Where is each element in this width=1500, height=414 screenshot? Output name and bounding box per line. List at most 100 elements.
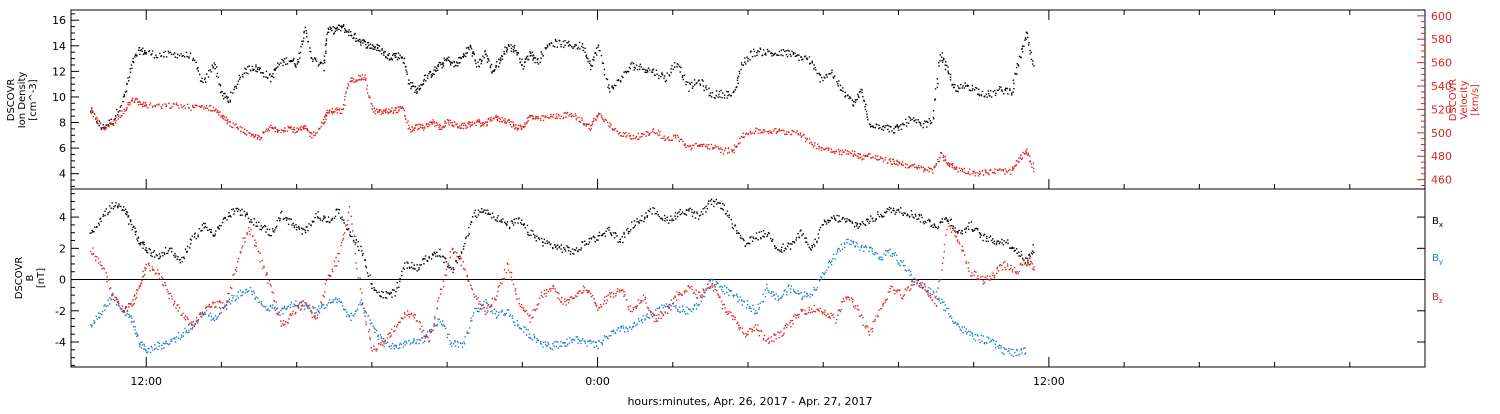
- b-bx-point: [938, 226, 939, 227]
- ion-density-point: [177, 54, 178, 55]
- ion-density-point: [283, 60, 284, 61]
- velocity-point: [326, 115, 327, 116]
- velocity-point: [705, 146, 706, 147]
- velocity-point: [821, 147, 822, 148]
- b-bx-point: [308, 223, 309, 224]
- b-bx-point: [514, 219, 515, 220]
- b-by-point: [715, 284, 716, 285]
- ion-density-point: [101, 127, 102, 128]
- ion-density-point: [149, 50, 150, 51]
- b-bx-point: [792, 241, 793, 242]
- b-by-point: [623, 327, 624, 328]
- b-by-point: [945, 310, 946, 311]
- ion-density-point: [836, 81, 837, 82]
- ion-density-point: [613, 87, 614, 88]
- ion-density-point: [772, 53, 773, 54]
- b-bx-point: [245, 214, 246, 215]
- b-bx-point: [435, 256, 436, 257]
- b-by-point: [410, 343, 411, 344]
- velocity-point: [614, 129, 615, 130]
- velocity-point: [328, 113, 329, 114]
- velocity-point: [132, 100, 133, 101]
- velocity-point: [395, 107, 396, 108]
- b-bx-point: [490, 214, 491, 215]
- ion-density-point: [436, 68, 437, 69]
- ion-density-point: [663, 78, 664, 79]
- b-bz-point: [409, 314, 410, 315]
- ion-density-point: [242, 76, 243, 77]
- ion-density-point: [758, 51, 759, 52]
- velocity-point: [739, 138, 740, 139]
- velocity-point: [520, 125, 521, 126]
- ion-density-point: [910, 120, 911, 121]
- b-bz-point: [152, 266, 153, 267]
- b-by-point: [384, 343, 385, 344]
- velocity-point: [296, 127, 297, 128]
- ion-density-point: [275, 70, 276, 71]
- ion-density-point: [972, 88, 973, 89]
- b-by-point: [349, 315, 350, 316]
- ion-density-point: [183, 55, 184, 56]
- b-by-point: [721, 289, 722, 290]
- b-bx-point: [951, 225, 952, 226]
- velocity-point: [911, 165, 912, 166]
- b-by-point: [139, 344, 140, 345]
- b-bx-point: [138, 243, 139, 244]
- velocity-point: [184, 105, 185, 106]
- ion-density-point: [134, 56, 135, 57]
- b-by-point: [664, 305, 665, 306]
- b-by-point: [403, 343, 404, 344]
- ion-density-point: [781, 54, 782, 55]
- velocity-point: [244, 129, 245, 130]
- b-bx-point: [680, 214, 681, 215]
- b-bz-point: [102, 268, 103, 269]
- velocity-point: [899, 161, 900, 162]
- ion-density-point: [414, 92, 415, 93]
- b-bx-point: [246, 212, 247, 213]
- b-bx-point: [175, 255, 176, 256]
- b-bx-point: [127, 212, 128, 213]
- b-bx-point: [856, 225, 857, 226]
- velocity-point: [631, 139, 632, 140]
- b-by-point: [613, 330, 614, 331]
- velocity-point: [893, 161, 894, 162]
- b-by-point: [176, 336, 177, 337]
- density-tick-label: 14: [52, 40, 66, 53]
- ion-density-point: [348, 29, 349, 30]
- velocity-point: [297, 131, 298, 132]
- b-bx-point: [940, 222, 941, 223]
- velocity-point: [941, 153, 942, 154]
- b-by-point: [622, 325, 623, 326]
- b-by-point: [478, 308, 479, 309]
- velocity-point: [893, 158, 894, 159]
- ion-density-point: [370, 44, 371, 45]
- b-bx-point: [636, 218, 637, 219]
- b-by-point: [642, 315, 643, 316]
- ion-density-point: [325, 53, 326, 54]
- b-by-point: [829, 261, 830, 262]
- velocity-point: [556, 116, 557, 117]
- b-bx-point: [828, 222, 829, 223]
- velocity-point: [896, 164, 897, 165]
- b-bx-point: [118, 205, 119, 206]
- b-bx-point: [883, 216, 884, 217]
- b-bx-point: [443, 262, 444, 263]
- b-by-point: [478, 311, 479, 312]
- b-by-point: [724, 293, 725, 294]
- b-by-point: [566, 338, 567, 339]
- velocity-point: [419, 124, 420, 125]
- velocity-point: [212, 110, 213, 111]
- ion-density-point: [502, 59, 503, 60]
- b-bx-point: [536, 240, 537, 241]
- b-by-point: [753, 308, 754, 309]
- ion-density-point: [547, 46, 548, 47]
- b-bx-point: [381, 296, 382, 297]
- b-by-point: [545, 344, 546, 345]
- b-by-point: [469, 327, 470, 328]
- ion-density-point: [360, 44, 361, 45]
- b-bx-point: [211, 232, 212, 233]
- b-bz-point: [369, 337, 370, 338]
- b-by-point: [254, 292, 255, 293]
- velocity-point: [251, 135, 252, 136]
- velocity-point: [310, 136, 311, 137]
